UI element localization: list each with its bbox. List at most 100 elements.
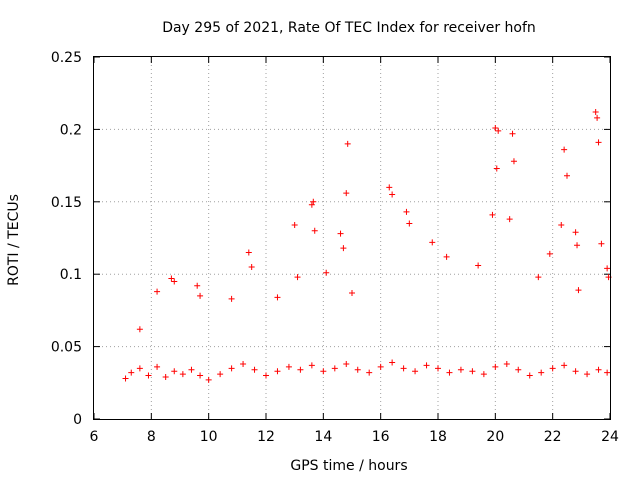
data-point <box>403 208 410 215</box>
data-point <box>446 369 453 376</box>
data-point <box>349 290 355 297</box>
data-point <box>493 165 500 172</box>
data-point <box>595 366 602 373</box>
x-tick-label: 20 <box>486 429 504 445</box>
x-tick-label: 14 <box>314 429 332 445</box>
y-tick-label: 0.05 <box>51 340 82 356</box>
data-point <box>340 245 347 252</box>
data-point <box>354 366 361 373</box>
data-point <box>171 278 178 285</box>
x-tick-label: 8 <box>147 429 156 445</box>
data-points <box>122 109 612 383</box>
data-point <box>217 371 224 378</box>
y-tick-label: 0.15 <box>51 195 82 211</box>
data-point <box>128 369 135 376</box>
data-point <box>389 191 396 198</box>
x-tick-label: 16 <box>372 429 390 445</box>
data-point <box>251 366 258 373</box>
data-point <box>343 360 350 367</box>
data-point <box>510 158 517 165</box>
data-point <box>294 274 301 281</box>
data-point <box>526 372 533 379</box>
data-point <box>423 362 430 369</box>
data-point <box>154 288 161 295</box>
data-point <box>561 146 568 153</box>
data-point <box>308 362 315 369</box>
data-point <box>274 368 281 375</box>
plot-frame <box>93 56 611 420</box>
data-point <box>297 366 304 373</box>
axis-ticks <box>93 56 611 420</box>
data-point <box>400 365 407 372</box>
data-point <box>344 140 351 147</box>
data-point <box>389 359 396 366</box>
data-point <box>564 172 570 179</box>
data-point <box>572 368 579 375</box>
x-tick-label: 12 <box>257 429 275 445</box>
data-point <box>240 360 247 367</box>
y-tick-label: 0 <box>73 412 82 428</box>
data-point <box>311 227 318 234</box>
data-point <box>429 239 436 246</box>
data-point <box>331 365 338 372</box>
data-point <box>574 242 581 249</box>
data-point <box>592 109 599 116</box>
data-point <box>457 366 464 373</box>
y-axis-label: ROTI / TECUs <box>6 194 22 286</box>
data-point <box>503 360 510 367</box>
y-tick-label: 0.1 <box>60 267 82 283</box>
data-point <box>594 114 601 121</box>
tick-labels: 6 8 10 12 14 16 18 20 22 24 0 0.05 0.1 0.15 0.2 0.25 <box>51 50 619 445</box>
data-point <box>263 372 269 379</box>
data-point <box>136 365 143 372</box>
data-point <box>558 221 565 228</box>
data-point <box>274 294 281 301</box>
x-tick-label: 18 <box>429 429 447 445</box>
data-point <box>598 240 605 247</box>
x-tick-label: 22 <box>544 429 562 445</box>
data-point <box>549 365 556 372</box>
data-point <box>406 220 413 227</box>
data-point <box>386 184 393 191</box>
data-point <box>538 369 545 376</box>
data-point <box>188 366 195 373</box>
data-point <box>584 371 591 378</box>
data-point <box>561 362 568 369</box>
data-point <box>145 372 152 379</box>
chart-title: Day 295 of 2021, Rate Of TEC Index for r… <box>162 20 536 36</box>
data-point <box>197 292 204 299</box>
data-point <box>604 265 611 272</box>
data-point <box>228 365 235 372</box>
data-point <box>509 130 516 137</box>
data-point <box>136 326 143 333</box>
data-point <box>489 211 496 218</box>
data-point <box>197 372 204 379</box>
data-point <box>535 274 542 281</box>
data-point <box>320 368 327 375</box>
data-point <box>179 371 186 378</box>
data-point <box>572 229 579 236</box>
data-point <box>595 139 602 146</box>
data-point <box>162 374 169 381</box>
data-point <box>469 368 476 375</box>
data-point <box>168 275 175 282</box>
data-point <box>604 369 611 376</box>
data-point <box>492 124 499 131</box>
data-point <box>310 198 317 205</box>
data-point <box>122 375 129 382</box>
x-axis-label: GPS time / hours <box>290 458 407 474</box>
data-point <box>343 190 350 197</box>
data-point <box>228 295 235 302</box>
x-tick-label: 24 <box>601 429 619 445</box>
data-point <box>377 363 384 370</box>
data-point <box>412 368 419 375</box>
data-point <box>285 363 292 370</box>
data-point <box>480 371 487 378</box>
data-point <box>337 230 344 237</box>
data-point <box>245 249 252 256</box>
data-point <box>323 269 330 276</box>
data-point <box>308 201 315 208</box>
data-point <box>248 263 255 270</box>
data-point <box>546 250 553 257</box>
